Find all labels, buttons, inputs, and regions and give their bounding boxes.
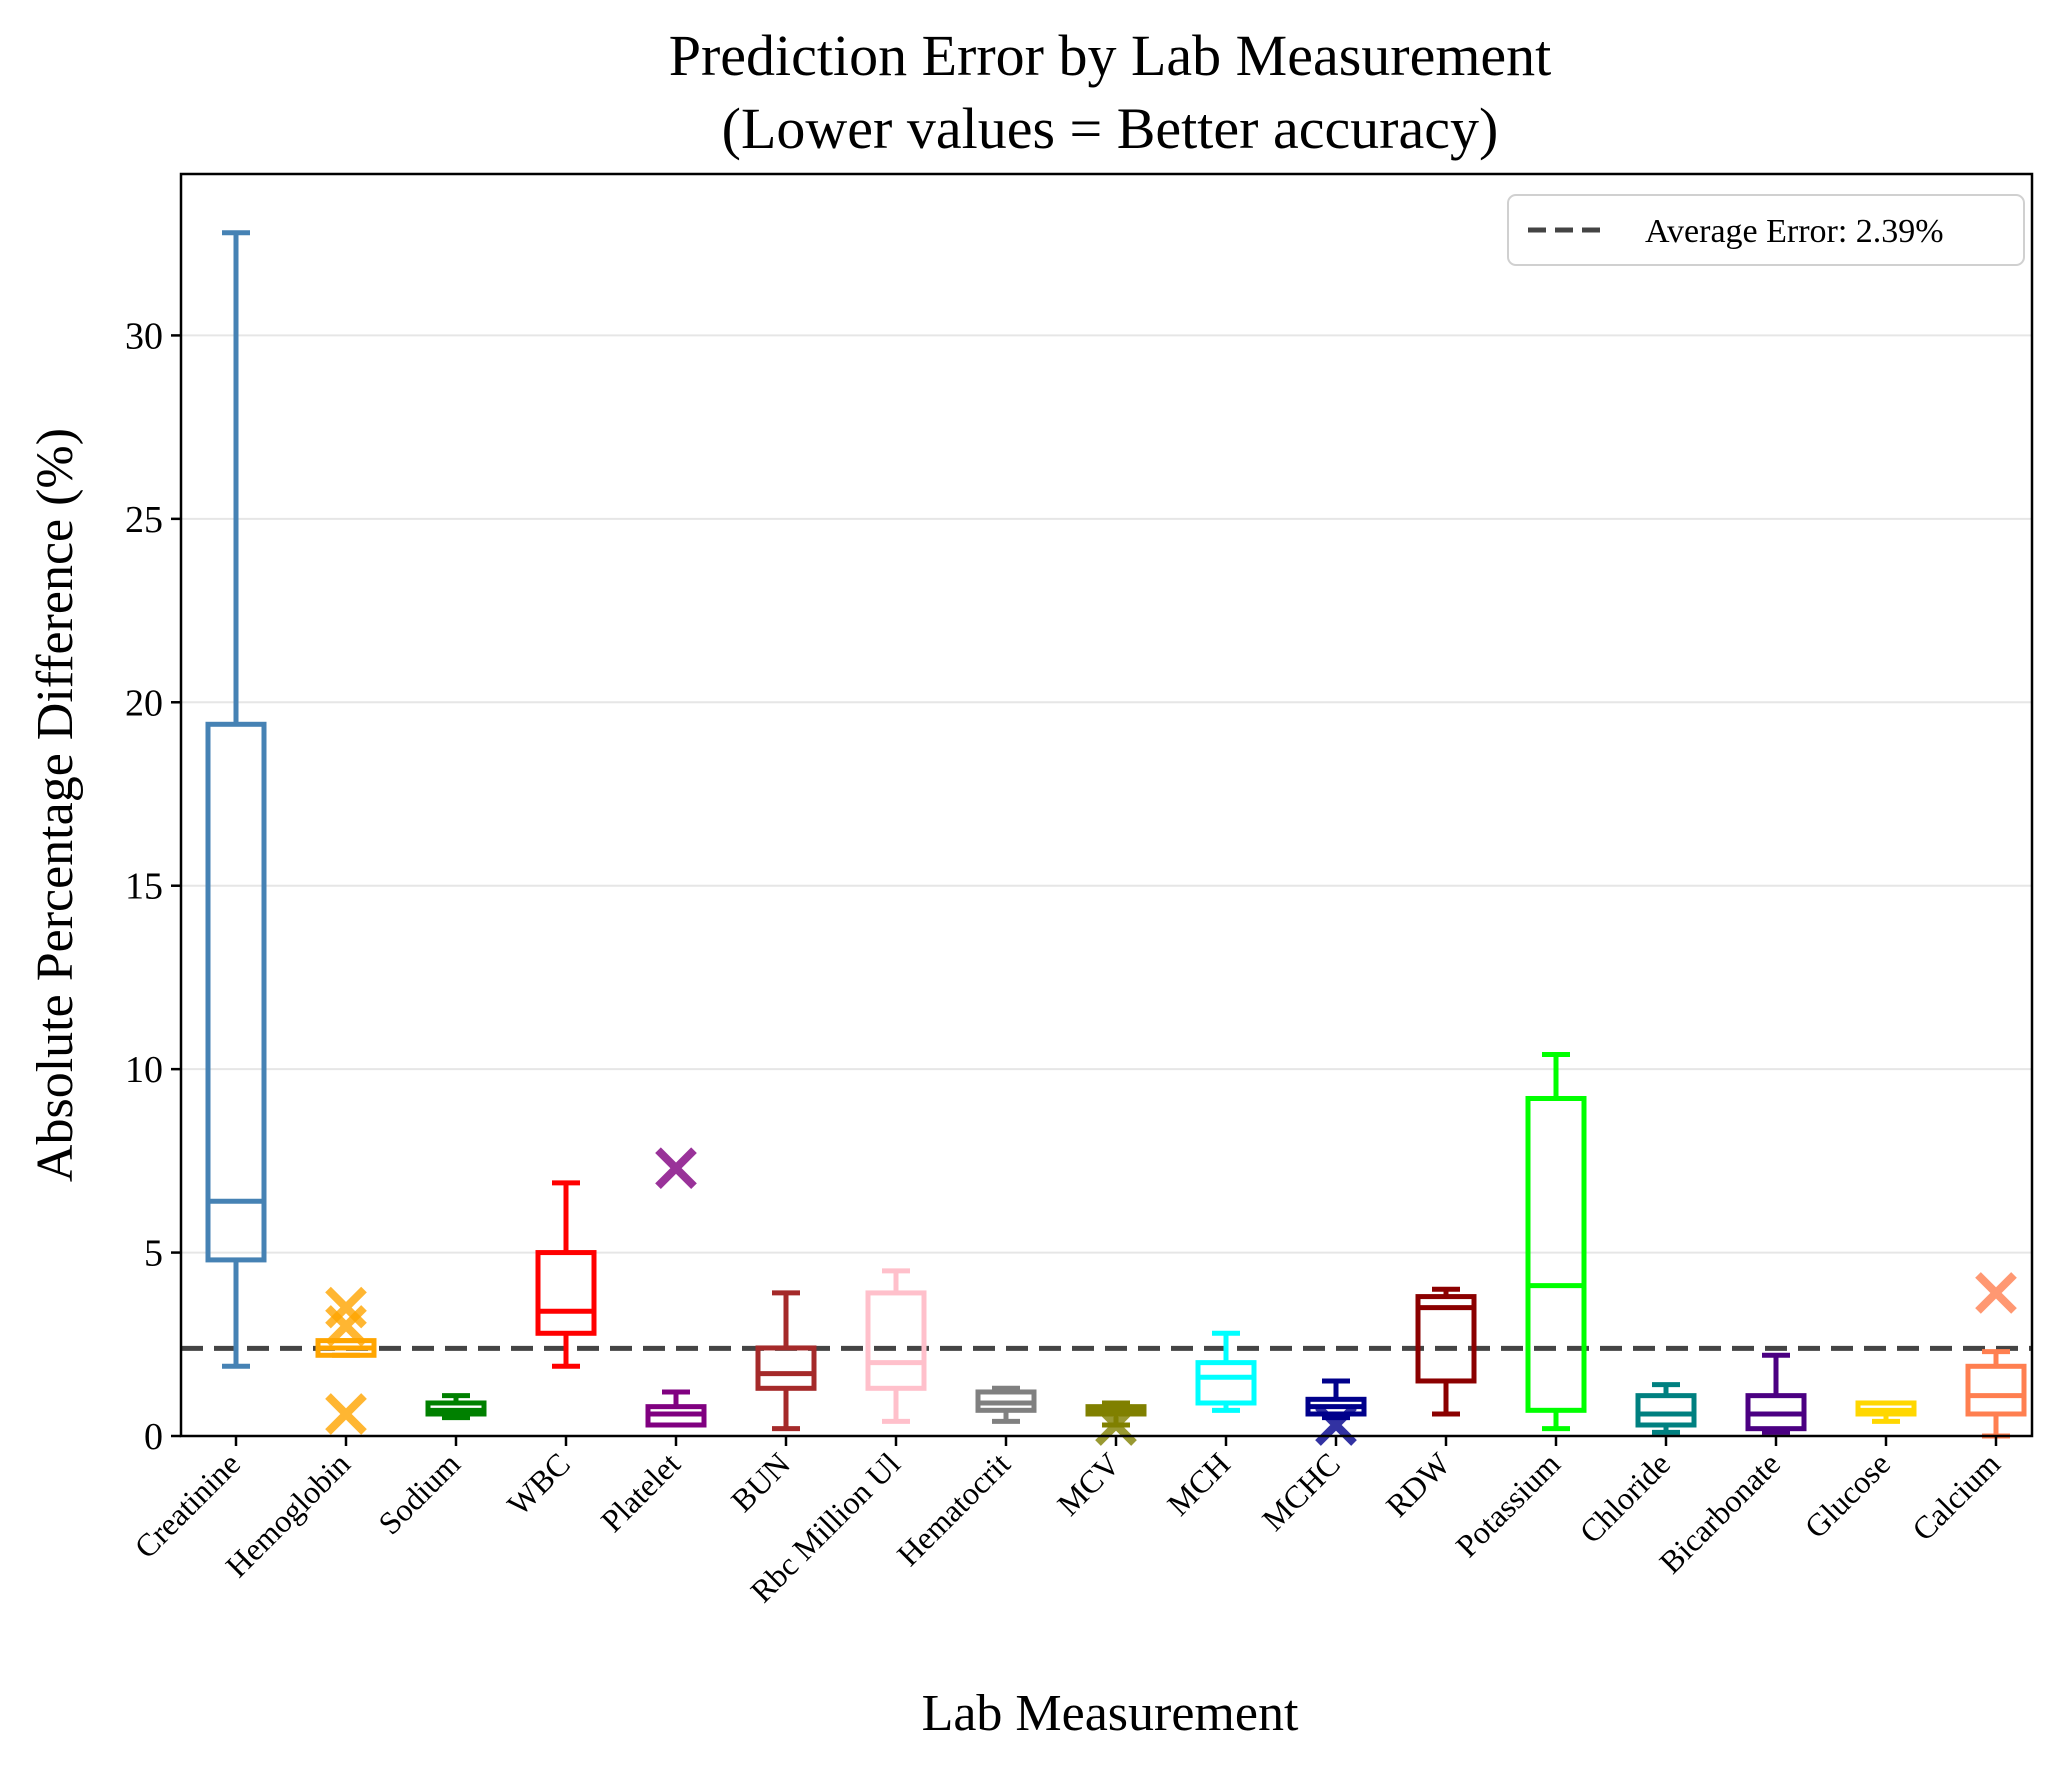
x-tick-label: WBC	[500, 1445, 577, 1522]
outlier-stroke	[325, 1286, 367, 1329]
outlier-marker	[1975, 1272, 2017, 1314]
iqr-box	[205, 721, 267, 1263]
iqr-box	[1195, 1360, 1257, 1406]
iqr-box	[1415, 1294, 1477, 1384]
x-axis-label: Lab Measurement	[922, 1685, 1299, 1742]
x-tick-label: Calcium	[1905, 1445, 2007, 1547]
y-tick-label: 15	[125, 866, 163, 908]
x-tick-label: MCH	[1160, 1445, 1237, 1522]
chart-subtitle: (Lower values = Better accuracy)	[722, 96, 1499, 161]
box-mch	[1195, 1330, 1257, 1413]
x-tick-label: Glucose	[1797, 1445, 1897, 1545]
iqr-box	[535, 1250, 597, 1336]
grid-layer	[181, 334, 2032, 1254]
x-tick-label: Potassium	[1448, 1445, 1567, 1564]
x-tick-label: Hematocrit	[890, 1445, 1017, 1572]
y-tick-layer: 0 5 10 15 20 25 30	[125, 315, 181, 1458]
outlier-marker	[325, 1393, 367, 1435]
outlier-marker	[655, 1147, 697, 1190]
legend-label: Average Error: 2.39%	[1645, 213, 1944, 250]
x-tick-label: Sodium	[371, 1445, 467, 1541]
legend: Average Error: 2.39%	[1507, 194, 2025, 266]
chart-title: Prediction Error by Lab Measurement	[669, 23, 1552, 88]
box-potassium	[1525, 1051, 1587, 1432]
box-hemoglobin	[315, 1286, 377, 1435]
x-tick-label: MCHC	[1255, 1445, 1347, 1537]
y-tick-label: 5	[144, 1233, 163, 1275]
legend-frame	[1507, 194, 2025, 266]
x-tick-label: RDW	[1379, 1445, 1458, 1524]
x-tick-label: Platelet	[594, 1445, 687, 1538]
y-tick-label: 25	[125, 499, 163, 541]
x-tick-label: MCV	[1050, 1445, 1127, 1522]
y-tick-label: 30	[125, 315, 163, 357]
iqr-box	[755, 1345, 817, 1391]
x-tick-label: BUN	[724, 1445, 797, 1518]
outlier-marker	[325, 1305, 367, 1347]
outlier-stroke	[1975, 1272, 2017, 1314]
outlier-stroke	[325, 1305, 367, 1347]
box-bicarbonate	[1745, 1352, 1807, 1435]
box-chloride	[1635, 1382, 1697, 1435]
y-axis-label: Absolute Percentage Difference (%)	[27, 428, 84, 1182]
outlier-stroke	[655, 1147, 697, 1190]
box-wbc	[535, 1180, 597, 1369]
outlier-marker	[325, 1286, 367, 1329]
box-mchc	[1305, 1378, 1367, 1446]
y-tick-label: 0	[144, 1416, 163, 1458]
outlier-stroke	[325, 1393, 367, 1435]
iqr-box	[865, 1290, 927, 1391]
box-platelet	[645, 1147, 707, 1428]
box-calcium	[1965, 1272, 2027, 1439]
y-tick-label: 10	[125, 1049, 163, 1091]
x-tick-label: Chloride	[1572, 1445, 1677, 1550]
box-hematocrit	[975, 1385, 1037, 1424]
y-tick-label: 20	[125, 682, 163, 724]
box-bun	[755, 1290, 817, 1432]
box-glucose	[1855, 1400, 1917, 1424]
box-layer	[205, 230, 2027, 1446]
iqr-box	[1965, 1363, 2027, 1417]
iqr-box	[1635, 1393, 1697, 1428]
x-tick-label: Bicarbonate	[1652, 1445, 1787, 1580]
box-creatinine	[205, 230, 267, 1369]
iqr-box	[1525, 1095, 1587, 1413]
box-sodium	[425, 1393, 487, 1421]
box-rdw	[1415, 1286, 1477, 1417]
plot-frame	[179, 172, 2034, 1438]
box-rbc-million-ul	[865, 1268, 927, 1424]
